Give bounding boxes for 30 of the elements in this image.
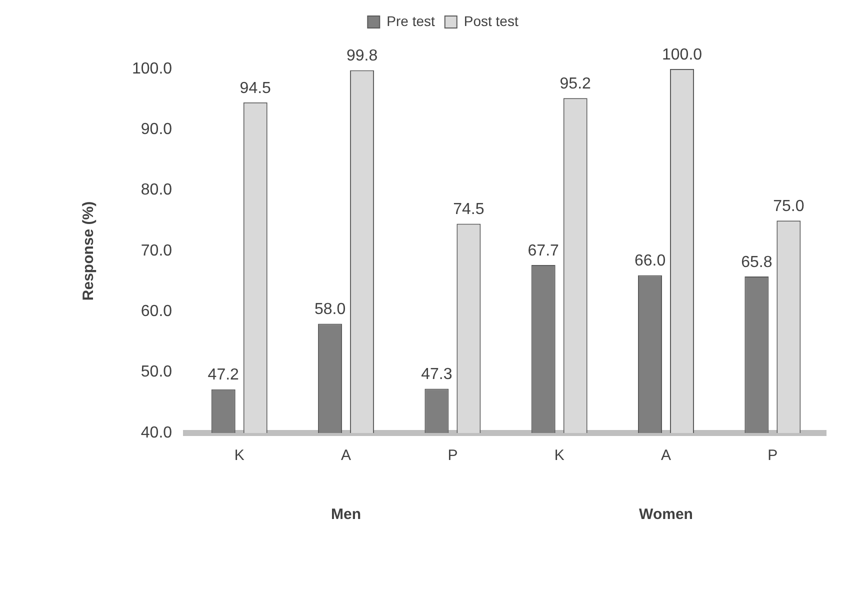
data-label: 75.0	[773, 198, 804, 216]
data-label: 66.0	[634, 252, 666, 270]
legend-label: Post test	[464, 12, 518, 29]
y-axis-title: Response (%)	[80, 201, 98, 301]
text: Women	[639, 506, 693, 524]
y-tick-label: 100.0	[132, 60, 172, 78]
data-label: 95.2	[560, 76, 592, 93]
y-tick-label: 70.0	[140, 242, 172, 260]
y-tick-label: 50.0	[140, 364, 172, 381]
x-tick-label: P	[768, 447, 778, 464]
data-label: 47.2	[208, 366, 240, 384]
data-label: 67.7	[528, 242, 560, 260]
y-tick-label: 80.0	[140, 182, 172, 199]
data-label: 94.5	[240, 80, 272, 97]
x-tick-label: K	[554, 447, 564, 464]
data-label: 99.8	[346, 48, 378, 65]
x-tick-label: A	[661, 447, 672, 464]
y-tick-label: 90.0	[140, 121, 172, 138]
legend-label: Pre test	[386, 12, 435, 29]
x-tick-label: P	[448, 447, 458, 464]
data-label: 47.3	[421, 366, 452, 384]
y-tick-label: 60.0	[140, 303, 172, 320]
data-label: 58.0	[314, 301, 346, 318]
data-label: 74.5	[453, 201, 484, 218]
x-tick-label: A	[341, 447, 352, 464]
text: Men	[331, 506, 362, 524]
data-label: 100.0	[662, 46, 702, 64]
x-tick-label: K	[234, 447, 244, 464]
y-tick-label: 40.0	[140, 424, 172, 442]
data-label: 65.8	[741, 254, 772, 271]
